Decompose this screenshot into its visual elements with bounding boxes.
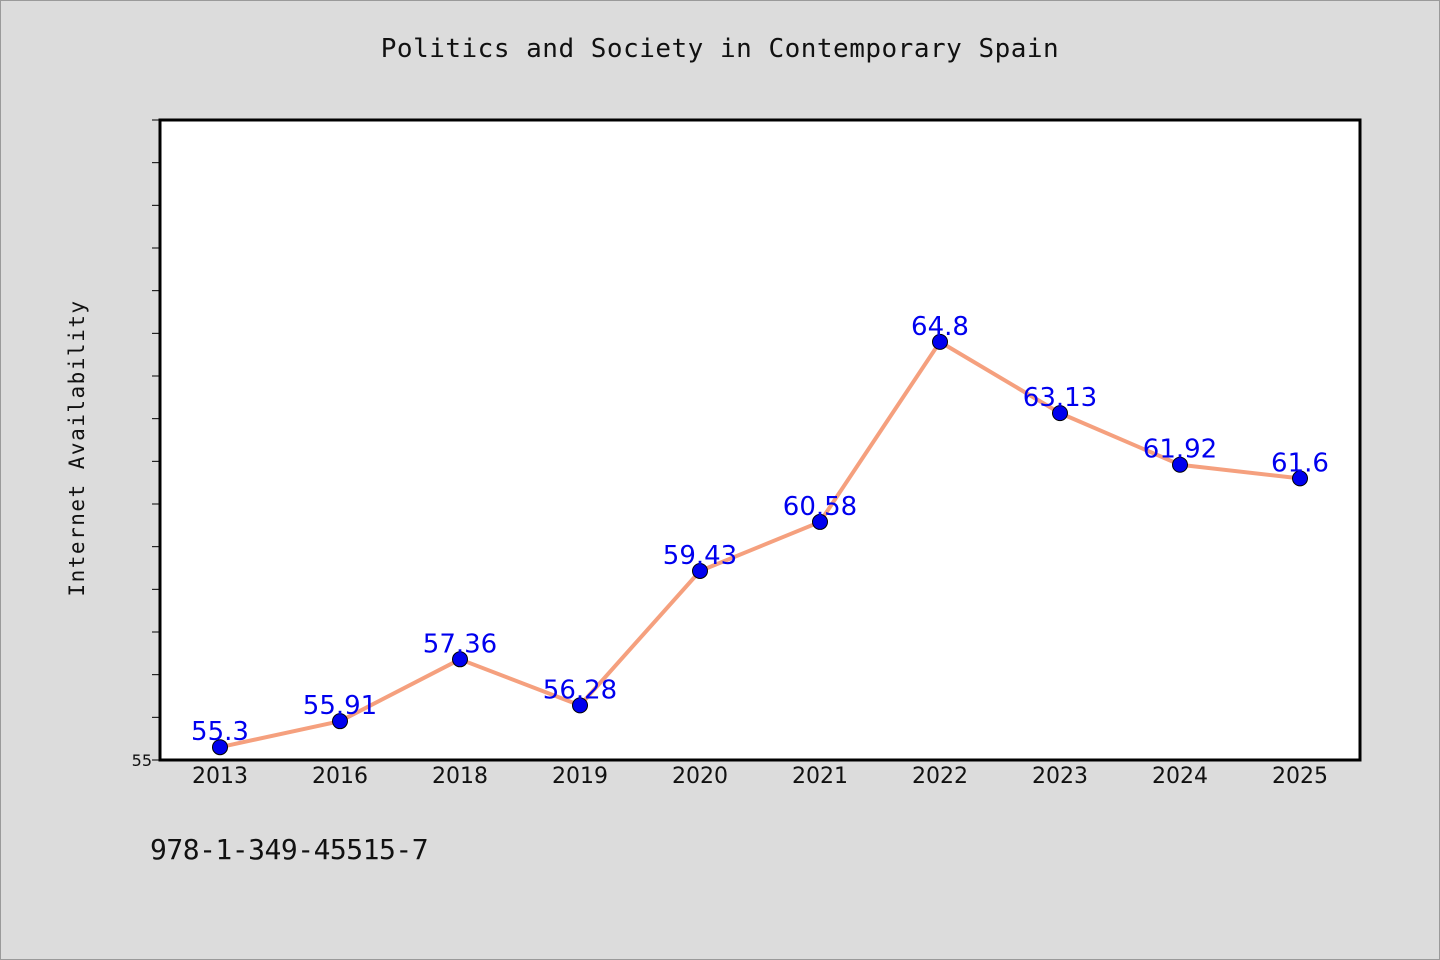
data-point [692,562,708,579]
series-line [218,339,1302,750]
data-label: 63.13 [1023,383,1097,413]
x-tick-label: 2023 [1032,764,1088,789]
x-tick-label: 2022 [912,764,968,789]
x-tick-label: 2018 [432,764,488,789]
x-tick-label: 2019 [552,764,608,789]
x-tick-label: 2013 [192,764,248,789]
data-label: 57.36 [423,629,497,659]
data-point [1292,470,1308,487]
x-tick-label: 2025 [1272,764,1328,789]
isbn-text: 978-1-349-45515-7 [150,833,429,866]
data-point [1172,456,1188,473]
data-label: 64.8 [911,312,969,342]
x-tick-label: 2024 [1152,764,1208,789]
data-markers [212,333,1308,756]
y-axis-ticks [152,119,160,761]
data-point [812,513,828,530]
data-label: 56.28 [543,675,617,705]
data-label: 59.43 [663,541,737,571]
data-label: 55.3 [191,717,249,747]
x-axis-tick-labels: 2013 2016 2018 2019 2020 2021 2022 2023 2024 2025 [192,764,1328,789]
data-point [1052,405,1068,422]
x-tick-label: 2020 [672,764,728,789]
y-axis-tick-labels: 55 [132,751,152,770]
data-label: 55.91 [303,691,377,721]
plot-area [158,118,1362,762]
chart-title: Politics and Society in Contemporary Spa… [380,34,1060,64]
data-label: 61.6 [1271,448,1329,478]
data-label: 61.92 [1143,435,1217,465]
data-point [932,333,948,350]
x-tick-label: 2016 [312,764,368,789]
data-point [212,739,228,756]
data-label: 60.58 [783,492,857,522]
y-tick-label: 55 [132,751,152,770]
data-point [572,697,588,714]
data-point [452,651,468,668]
data-point [332,713,348,730]
x-tick-label: 2021 [792,764,848,789]
data-labels: 55.3 55.91 57.36 56.28 59.43 60.58 64.8 63.13 61… [191,312,1329,747]
